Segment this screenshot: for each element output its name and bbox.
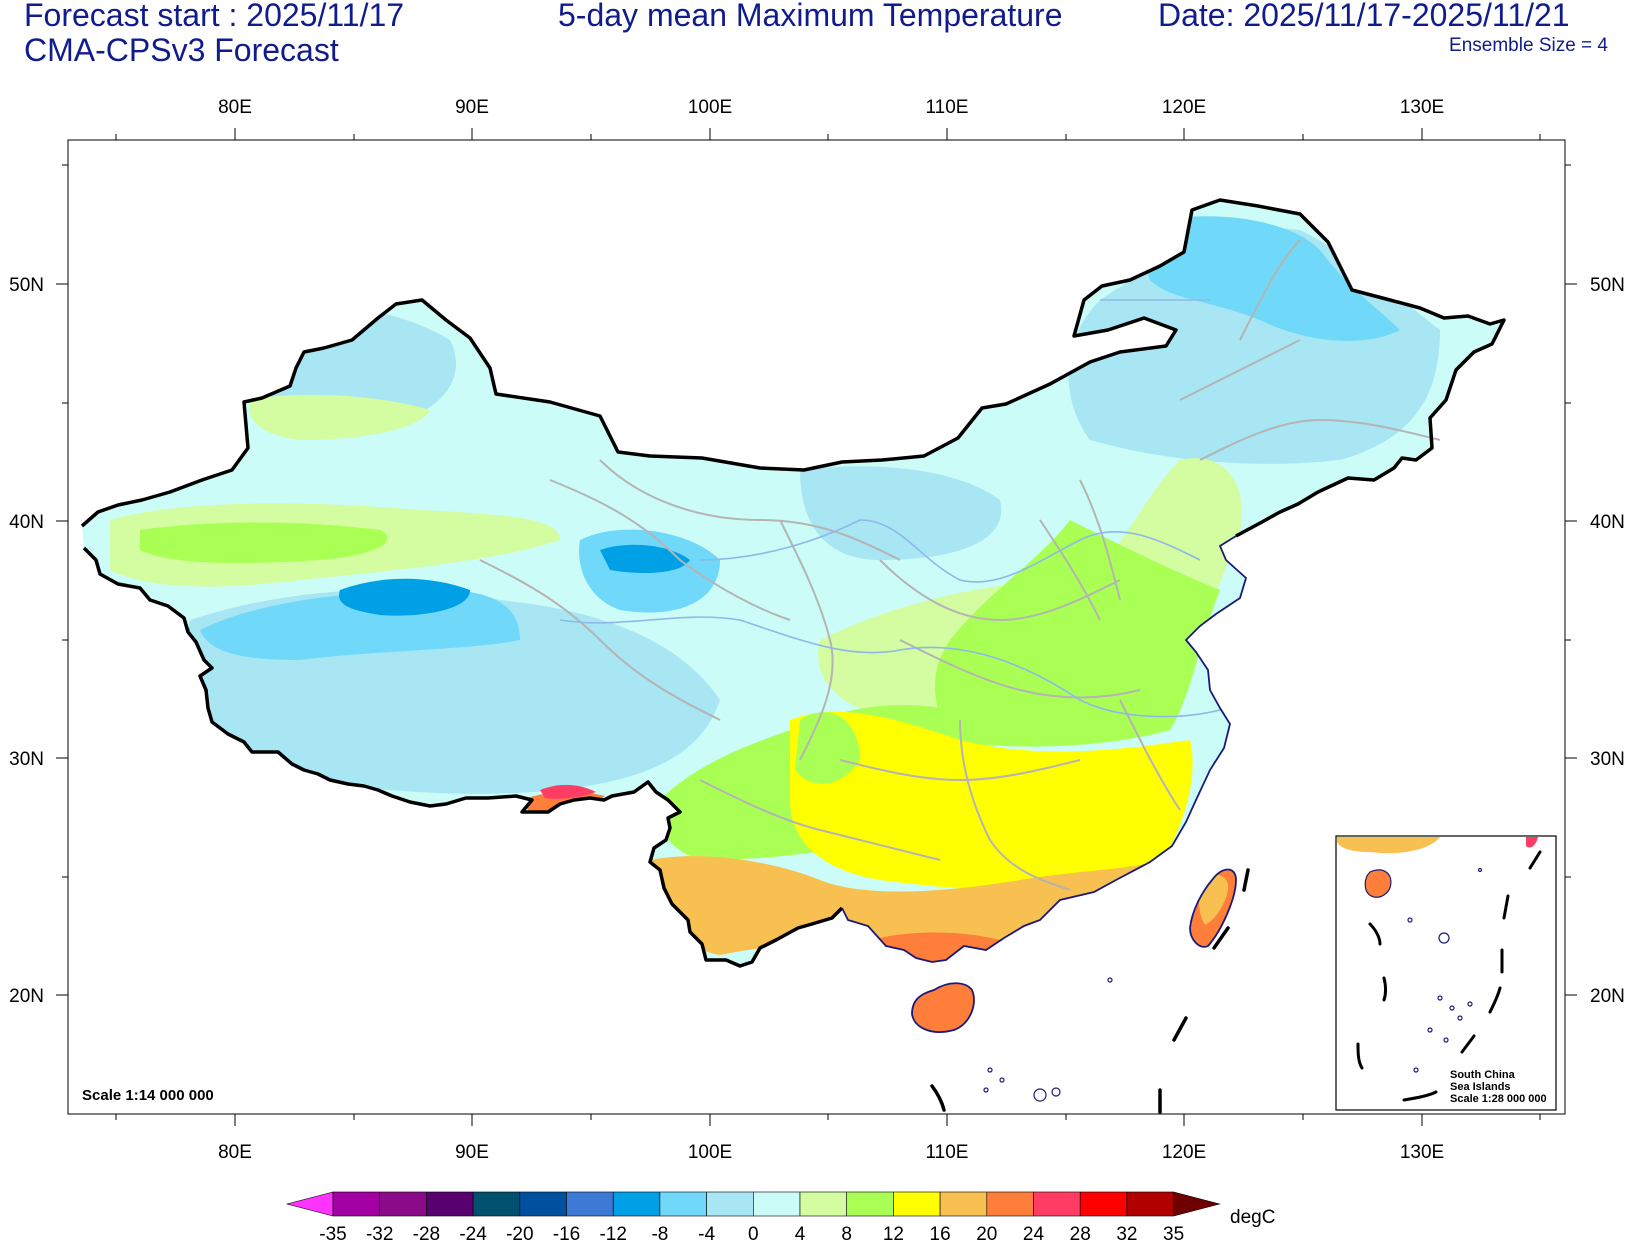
colorbar-tick-label: 12: [883, 1224, 904, 1241]
colorbar-swatch: [1126, 1191, 1174, 1217]
inset-title-line1: South China: [1450, 1069, 1516, 1081]
colorbar-swatch: [893, 1191, 941, 1217]
date-range-label: Date: 2025/11/17-2025/11/21: [1158, 0, 1570, 33]
colorbar-swatch: [752, 1191, 801, 1217]
colorbar-swatch: [659, 1191, 707, 1217]
hainan-coast: [911, 982, 975, 1033]
scale-note: Scale 1:14 000 000: [82, 1087, 214, 1104]
colorbar-tick-label: 8: [841, 1224, 852, 1241]
colorbar-swatch: [939, 1191, 988, 1217]
colorbar-swatch: [986, 1191, 1034, 1217]
colorbar-tick-label: -12: [599, 1224, 626, 1241]
ensemble-size-label: Ensemble Size = 4: [1449, 35, 1608, 56]
colorbar-swatch: [519, 1191, 567, 1217]
lon-label-bottom: 90E: [455, 1142, 489, 1163]
colorbar-tick-label: 0: [748, 1224, 759, 1241]
lat-label-right: 30N: [1590, 749, 1625, 770]
colorbar-swatch: [379, 1191, 427, 1217]
lon-label-top: 80E: [218, 97, 252, 118]
lat-label-right: 50N: [1590, 275, 1625, 296]
province-boundaries: [479, 239, 1441, 891]
colorbar-tick-label: 28: [1070, 1224, 1091, 1241]
lon-label-top: 100E: [688, 97, 732, 118]
inset-map: South China Sea Islands Scale 1:28 000 0…: [1335, 835, 1557, 1111]
colorbar-swatch: [1033, 1191, 1081, 1217]
rivers: [559, 299, 1221, 718]
colorbar-tick-label: 4: [795, 1224, 806, 1241]
colorbar-low-triangle: [285, 1191, 334, 1217]
colorbar-swatch: [426, 1191, 474, 1217]
lon-label-top: 90E: [455, 97, 489, 118]
lon-label-bottom: 110E: [926, 1142, 969, 1163]
lon-label-top: 110E: [926, 97, 969, 118]
lon-label-top: 120E: [1162, 97, 1206, 118]
colorbar-high-triangle: [1173, 1191, 1221, 1217]
forecast-start-label: Forecast start : 2025/11/17: [24, 0, 405, 33]
colorbar-swatch: [472, 1191, 521, 1217]
colorbar-swatch: [612, 1191, 661, 1217]
model-label: CMA-CPSv3 Forecast: [24, 32, 339, 68]
lat-label-left: 40N: [9, 512, 44, 533]
colorbar-swatch: [706, 1191, 754, 1217]
map-title: 5-day mean Maximum Temperature: [558, 0, 1063, 33]
colorbar-tick-label: 20: [976, 1224, 997, 1241]
lon-label-bottom: 130E: [1400, 1142, 1444, 1163]
colorbar-tick-label: -8: [651, 1224, 668, 1241]
colorbar-tick-label: -32: [366, 1224, 393, 1241]
colorbar-tick-label: -35: [319, 1224, 346, 1241]
lon-label-bottom: 100E: [688, 1142, 732, 1163]
colorbar-swatch: [846, 1191, 894, 1217]
colorbar-tick-label: -28: [413, 1224, 440, 1241]
lon-label-top: 130E: [1400, 97, 1444, 118]
coastline: [841, 535, 1248, 963]
colorbar-swatch: [332, 1191, 381, 1217]
colorbar-tick-label: -20: [506, 1224, 533, 1241]
inset-title-line2: Sea Islands: [1450, 1081, 1511, 1093]
colorbar-tick-label: -16: [553, 1224, 580, 1241]
colorbar: -35 -32 -28 -24 -20 -16 -12 -8 -4 0 4 8 12 16 20 24 28 32…: [285, 1191, 1221, 1241]
colorbar-tick-label: 24: [1023, 1224, 1045, 1241]
inset-scale-note: Scale 1:28 000 000: [1450, 1093, 1547, 1105]
colorbar-swatch: [799, 1191, 848, 1217]
national-boundary: [80, 198, 1506, 538]
colorbar-tick-label: 32: [1116, 1224, 1137, 1241]
lat-label-left: 20N: [9, 986, 44, 1007]
colorbar-tick-label: -24: [459, 1224, 487, 1241]
colorbar-tick-label: 35: [1163, 1224, 1184, 1241]
taiwan-coast: [1189, 868, 1237, 948]
lon-label-bottom: 80E: [218, 1142, 252, 1163]
maritime-boundary: [930, 868, 1250, 1114]
lat-label-left: 50N: [9, 275, 44, 296]
lon-label-bottom: 120E: [1162, 1142, 1206, 1163]
lat-label-right: 20N: [1590, 986, 1625, 1007]
colorbar-swatch: [1079, 1191, 1128, 1217]
colorbar-tick-label: 16: [930, 1224, 951, 1241]
colorbar-unit: degC: [1230, 1207, 1275, 1228]
colorbar-tick-label: -4: [698, 1224, 715, 1241]
colorbar-swatch: [566, 1191, 614, 1217]
lat-label-right: 40N: [1590, 512, 1625, 533]
lat-label-left: 30N: [9, 749, 44, 770]
national-boundary-southwest: [82, 546, 844, 968]
islands: [983, 977, 1113, 1102]
